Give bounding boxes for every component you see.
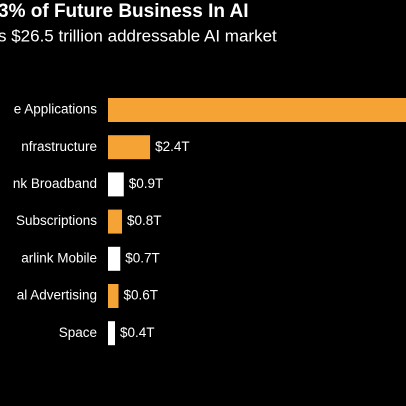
value-label: $0.7T bbox=[125, 250, 160, 265]
value-label: $0.4T bbox=[120, 325, 155, 340]
y-tick-label: e Applications bbox=[14, 102, 98, 117]
y-tick-label: nk Broadband bbox=[13, 176, 97, 191]
value-label: $0.6T bbox=[124, 288, 159, 303]
bar bbox=[108, 246, 121, 271]
value-label: $2.4T bbox=[155, 139, 190, 154]
chart-title: 3% of Future Business In AI bbox=[0, 1, 249, 22]
bar bbox=[108, 98, 406, 122]
y-tick-label: arlink Mobile bbox=[21, 250, 97, 265]
y-tick-label: Space bbox=[59, 325, 97, 340]
bar bbox=[108, 209, 123, 234]
y-tick-label: nfrastructure bbox=[21, 139, 97, 154]
value-label: $0.8T bbox=[127, 213, 162, 228]
value-label: $0.9T bbox=[129, 176, 164, 191]
chart-subtitle: s $26.5 trillion addressable AI market bbox=[0, 26, 277, 45]
y-tick-label: al Advertising bbox=[17, 288, 97, 303]
bar bbox=[108, 321, 116, 346]
bar bbox=[108, 135, 151, 160]
y-tick-label: Subscriptions bbox=[16, 213, 97, 228]
bar bbox=[108, 172, 124, 197]
bar bbox=[108, 284, 119, 308]
